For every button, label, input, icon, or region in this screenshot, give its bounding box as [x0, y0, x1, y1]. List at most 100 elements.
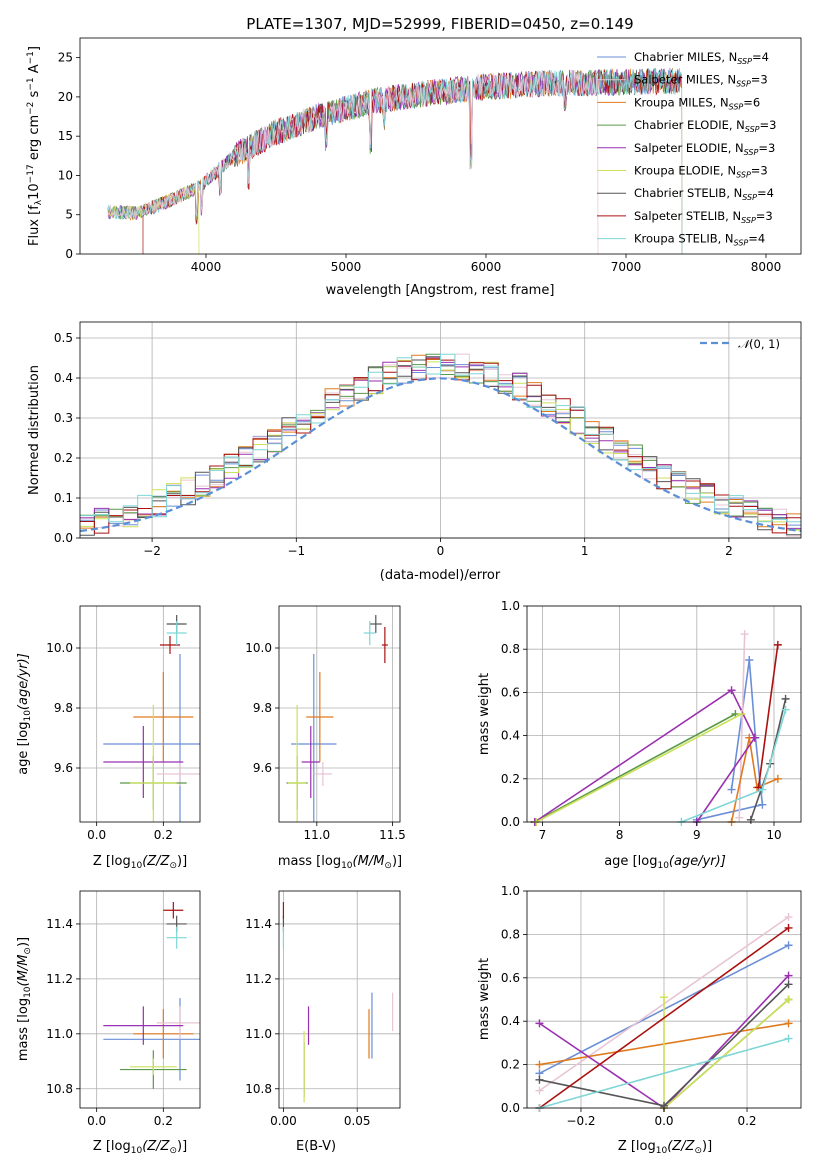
spectrum-line — [142, 68, 682, 254]
plus-marker — [781, 705, 790, 714]
y-tick-label: 0.2 — [501, 772, 520, 786]
weight-line — [534, 713, 736, 823]
legend-label: Chabrier MILES, NSSP=4 — [634, 50, 769, 66]
histogram-series — [80, 353, 801, 523]
plus-marker — [758, 785, 767, 794]
y-tick-label: 11.4 — [46, 917, 73, 931]
plus-marker — [535, 1019, 544, 1028]
y-tick-label: 10.8 — [46, 1082, 73, 1096]
weight-line — [539, 1037, 789, 1109]
y-tick-label: 11.2 — [245, 972, 272, 986]
weight-line — [663, 997, 790, 1110]
panel-axes — [79, 890, 201, 1109]
x-tick-label: −1 — [287, 544, 305, 558]
spectrum-line — [107, 69, 599, 255]
z-weight-panel: −0.2 0.0 0.2 0.0 0.2 0.4 0.6 0.8 1.0 — [501, 884, 802, 1128]
y-tick-label: 0.4 — [54, 371, 73, 385]
age-weight-ylabel: mass weight — [477, 673, 492, 755]
z-weight-xlabel: Z [log10(Z/Z⊙)] — [618, 1139, 712, 1156]
plus-marker — [735, 813, 744, 822]
x-tick-label: 0.00 — [270, 1114, 297, 1128]
y-tick-label: 25 — [58, 51, 73, 65]
legend-label: Salpeter MILES, NSSP=3 — [634, 73, 768, 89]
y-tick-label: 9.8 — [54, 701, 73, 715]
y-tick-label: 1.0 — [501, 884, 520, 898]
x-tick-label: 7 — [539, 828, 547, 842]
plus-marker — [535, 1075, 544, 1084]
y-tick-label: 10.0 — [245, 641, 272, 655]
spectrum-title: PLATE=1307, MJD=52999, FIBERID=0450, z=0… — [246, 15, 633, 33]
x-tick-label: 0.0 — [654, 1114, 673, 1128]
y-tick-label: 20 — [58, 90, 73, 104]
y-tick-label: 10.0 — [46, 641, 73, 655]
y-tick-label: 0.3 — [54, 411, 73, 425]
y-tick-label: 0.5 — [54, 331, 73, 345]
x-tick-label: 7000 — [611, 260, 642, 274]
legend-label: Chabrier ELODIE, NSSP=3 — [634, 118, 776, 134]
legend-label: Kroupa MILES, NSSP=6 — [634, 95, 760, 111]
plus-marker — [750, 733, 759, 742]
panel-axes — [526, 605, 802, 823]
weight-line — [535, 713, 742, 823]
legend-label: Kroupa STELIB, NSSP=4 — [634, 232, 765, 248]
legend-gaussian-label: 𝒩(0, 1) — [738, 337, 780, 351]
z-mass-panel: 0.0 0.2 10.8 11.0 11.2 11.4 — [46, 890, 201, 1128]
weight-line — [757, 644, 779, 788]
errorbar-group — [286, 615, 388, 822]
x-tick-label: 0 — [437, 544, 445, 558]
gaussian-curve — [79, 377, 802, 533]
x-tick-label: 0.2 — [154, 828, 173, 842]
x-tick-label: 4000 — [191, 260, 222, 274]
plus-marker — [727, 785, 736, 794]
y-tick-label: 0.2 — [54, 451, 73, 465]
x-tick-label: 9 — [693, 828, 701, 842]
x-tick-label: 8 — [616, 828, 624, 842]
y-tick-label: 11.0 — [245, 1027, 272, 1041]
x-tick-label: 10 — [766, 828, 781, 842]
plus-marker — [784, 971, 793, 980]
y-tick-label: 0.8 — [501, 642, 520, 656]
y-tick-label: 9.6 — [253, 761, 272, 775]
x-tick-label: 0.05 — [344, 1114, 371, 1128]
y-tick-label: 0.6 — [501, 971, 520, 985]
y-tick-label: 10 — [58, 168, 73, 182]
plus-marker — [737, 710, 746, 718]
y-tick-label: 5 — [65, 208, 73, 222]
x-tick-label: 6000 — [471, 260, 502, 274]
legend-label: Salpeter ELODIE, NSSP=3 — [634, 141, 775, 157]
spectrum-xlabel: wavelength [Angstrom, rest frame] — [326, 283, 555, 298]
x-tick-label: −0.2 — [566, 1114, 595, 1128]
x-tick-label: 2 — [725, 544, 733, 558]
x-tick-label: 0.0 — [87, 828, 106, 842]
plus-marker — [745, 656, 754, 664]
plus-marker — [784, 941, 793, 950]
spectrum-axes — [79, 37, 802, 255]
x-tick-label: 8000 — [751, 260, 782, 274]
panel-axes — [278, 890, 401, 1109]
z-mass-ylabel: mass [log10(M/M⊙)] — [16, 937, 33, 1061]
spectrum-legend: Chabrier MILES, NSSP=4 Salpeter MILES, NS… — [597, 50, 776, 248]
plus-marker — [727, 686, 736, 695]
age-weight-xlabel: age [log10(age/yr)] — [604, 854, 726, 871]
plus-marker — [781, 694, 790, 703]
y-tick-label: 0.8 — [501, 927, 520, 941]
y-tick-label: 10.8 — [245, 1082, 272, 1096]
plus-marker — [740, 630, 749, 639]
z-age-xlabel: Z [log10(Z/Z⊙)] — [93, 854, 187, 871]
y-tick-label: 9.6 — [54, 761, 73, 775]
z-weight-ylabel: mass weight — [477, 958, 492, 1040]
y-tick-label: 0.0 — [501, 1101, 520, 1115]
y-tick-label: 9.8 — [253, 701, 272, 715]
plus-marker — [784, 1019, 793, 1028]
plus-marker — [746, 815, 755, 824]
plus-marker — [784, 1034, 793, 1043]
y-tick-label: 11.0 — [46, 1027, 73, 1041]
y-tick-label: 0.0 — [54, 531, 73, 545]
ebv-mass-xlabel: E(B-V) — [296, 1139, 336, 1154]
x-tick-label: −2 — [143, 544, 161, 558]
ebv-mass-panel: 0.00 0.05 10.8 11.0 11.2 11.4 — [245, 890, 401, 1128]
weight-line — [738, 634, 746, 818]
y-tick-label: 0.0 — [501, 815, 520, 829]
y-tick-label: 0.4 — [501, 729, 520, 743]
